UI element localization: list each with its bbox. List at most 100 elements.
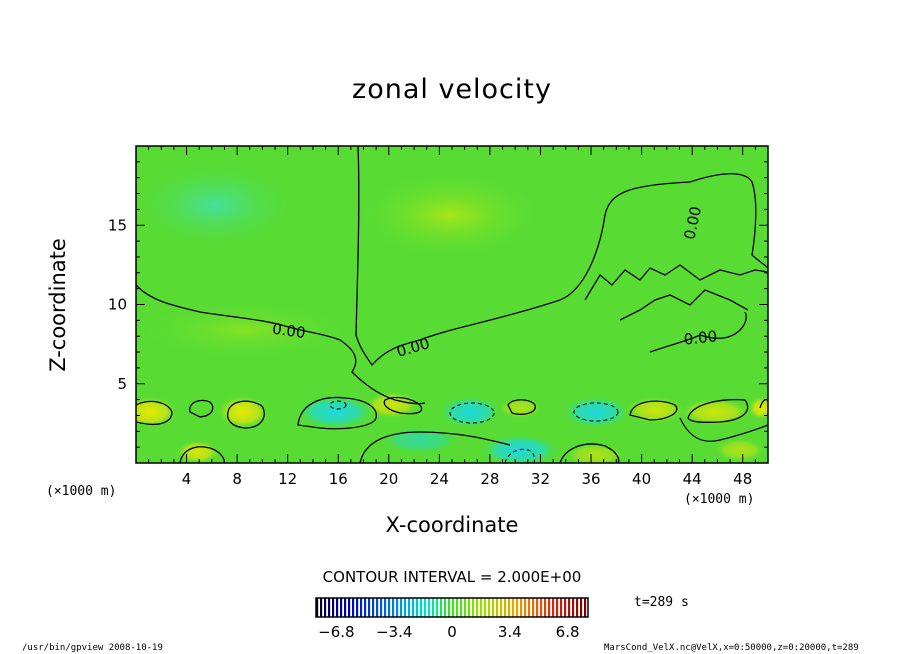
field-anomaly-positive	[714, 438, 766, 462]
colorbar-cell	[520, 598, 523, 617]
contour-lines	[136, 146, 768, 463]
colorbar-cell-gap	[338, 598, 340, 617]
field-anomaly-positive	[748, 396, 768, 420]
colorbar-cell	[348, 598, 351, 617]
colorbar-cell	[480, 598, 483, 617]
contour-zero-right-top	[689, 173, 768, 269]
x-tick-label: 20	[379, 470, 398, 488]
colorbar-cell	[316, 598, 319, 617]
colorbar-cell-gap	[382, 598, 384, 617]
x-tick-label: 16	[329, 470, 348, 488]
contour-cell	[559, 443, 620, 463]
colorbar-tick-label: −6.8	[318, 623, 354, 641]
colorbar-cell	[424, 598, 427, 617]
colorbar-cell	[320, 598, 323, 617]
colorbar-cell-gap	[478, 598, 480, 617]
contour-zero-ragged	[584, 264, 768, 301]
colorbar-cell-gap	[574, 598, 576, 617]
colorbar-cell	[540, 598, 543, 617]
footer-program-date: /usr/bin/gpview 2008-10-19	[22, 643, 163, 653]
contour-cell	[297, 396, 377, 430]
colorbar-cell	[400, 598, 403, 617]
colorbar-cell	[440, 598, 443, 617]
colorbar-cell-gap	[430, 598, 432, 617]
colorbar-cell-gap	[546, 598, 548, 617]
colorbar-cell	[360, 598, 363, 617]
x-tick-label: 40	[632, 470, 651, 488]
colorbar-cell	[380, 598, 383, 617]
colorbar-cell	[356, 598, 359, 617]
colorbar-cell	[572, 598, 575, 617]
colorbar-cell-gap	[554, 598, 556, 617]
colorbar-cell	[376, 598, 379, 617]
colorbar-cell	[468, 598, 471, 617]
x-tick-label: 24	[430, 470, 449, 488]
colorbar-cell	[568, 598, 571, 617]
colorbar-cell-gap	[542, 598, 544, 617]
colorbar-cell-gap	[322, 598, 324, 617]
colorbar-cell	[344, 598, 347, 617]
colorbar-cell	[368, 598, 371, 617]
colorbar-cell-gap	[494, 598, 496, 617]
colorbar-cell-gap	[454, 598, 456, 617]
colorbar-cell-gap	[370, 598, 372, 617]
colorbar-cell	[500, 598, 503, 617]
colorbar-cell-gap	[394, 598, 396, 617]
colorbar-cell-gap	[570, 598, 572, 617]
colorbar-cell-gap	[482, 598, 484, 617]
x-tick-label: 4	[182, 470, 192, 488]
footer-data-source: MarsCond_VelX.nc@VelX,x=0:50000,z=0:2000…	[604, 643, 859, 653]
time-label: t=289 s	[634, 595, 689, 610]
colorbar-cell-gap	[330, 598, 332, 617]
contour-cell	[136, 400, 173, 426]
colorbar-cell	[560, 598, 563, 617]
contour-cell	[383, 396, 423, 415]
colorbar-cell	[464, 598, 467, 617]
colorbar-cell-gap	[342, 598, 344, 617]
colorbar-cell	[532, 598, 535, 617]
x-tick-label: 48	[733, 470, 752, 488]
contour-cell	[507, 399, 536, 415]
colorbar-cell	[584, 598, 587, 617]
colorbar-cell	[328, 598, 331, 617]
colorbar-cell-gap	[466, 598, 468, 617]
field-anomaly-negative	[562, 396, 630, 428]
colorbar-cell	[528, 598, 531, 617]
colorbar-cell	[372, 598, 375, 617]
colorbar-cell-gap	[578, 598, 580, 617]
colorbar-cell	[580, 598, 583, 617]
colorbar-cell	[340, 598, 343, 617]
field-anomaly	[136, 160, 300, 250]
colorbar-cell	[332, 598, 335, 617]
colorbar-cell-gap	[498, 598, 500, 617]
colorbar-cell	[544, 598, 547, 617]
field-anomaly	[136, 300, 355, 360]
colorbar-cell-gap	[350, 598, 352, 617]
colorbar-cell	[420, 598, 423, 617]
colorbar-cell	[576, 598, 579, 617]
colorbar-cell	[452, 598, 455, 617]
contour-negative	[329, 400, 619, 463]
colorbar-cell	[408, 598, 411, 617]
colorbar-cell-gap	[490, 598, 492, 617]
colorbar-cell	[404, 598, 407, 617]
colorbar-cell	[476, 598, 479, 617]
colorbar-cell-gap	[518, 598, 520, 617]
colorbar-tick-label: 0	[447, 623, 457, 641]
colorbar-cell	[556, 598, 559, 617]
colorbar-cell	[324, 598, 327, 617]
x-tick-label: 32	[531, 470, 550, 488]
field-anomaly	[355, 170, 545, 260]
contour-zero-center	[355, 146, 691, 367]
x-unit-label-left: (×1000 m)	[46, 484, 117, 499]
colorbar-cell-gap	[534, 598, 536, 617]
colorbar-cell-gap	[558, 598, 560, 617]
colorbar-cell-gap	[470, 598, 472, 617]
colorbar-tick-label: 3.4	[498, 623, 522, 641]
colorbar-cell-gap	[410, 598, 412, 617]
field-anomaly-negative	[295, 395, 375, 429]
colorbar-cell-gap	[510, 598, 512, 617]
colorbar-cell	[460, 598, 463, 617]
